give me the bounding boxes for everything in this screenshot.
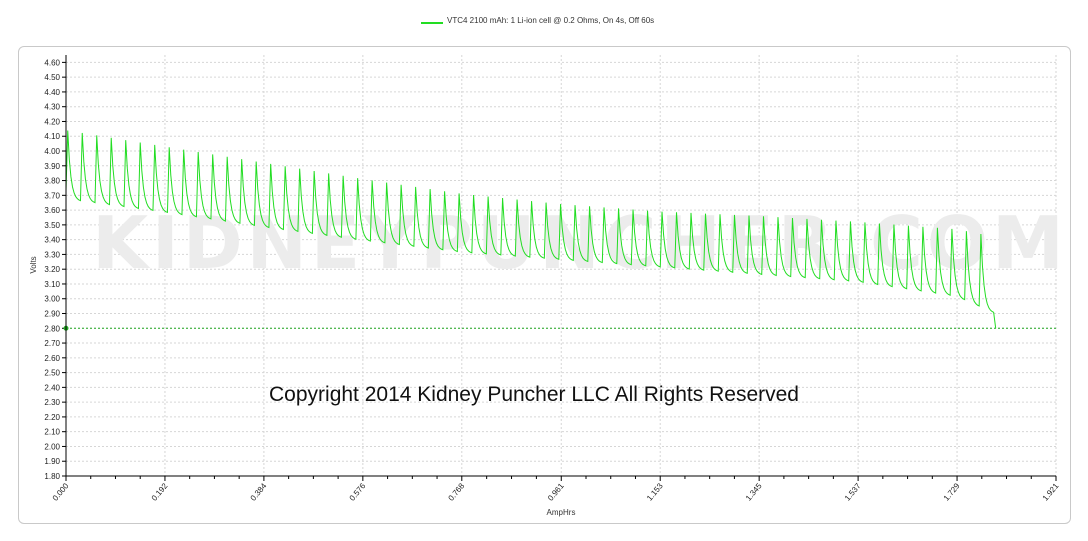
y-tick-label: 2.80 xyxy=(44,324,60,333)
legend-swatch xyxy=(421,22,443,24)
x-tick-label: 1.537 xyxy=(843,481,863,503)
y-tick-label: 3.50 xyxy=(44,221,60,230)
x-tick-label: 0.768 xyxy=(447,481,467,503)
y-tick-label: 2.90 xyxy=(44,310,60,319)
y-tick-label: 2.20 xyxy=(44,413,60,422)
y-tick-label: 1.80 xyxy=(44,472,60,481)
legend: VTC4 2100 mAh: 1 Li-ion cell @ 0.2 Ohms,… xyxy=(0,14,1088,32)
y-axis-ticks: 4.60 4.50 4.40 4.30 4.20 4.10 4.00 3.90 3.80 3.70… xyxy=(44,58,66,481)
x-tick-label: 0.576 xyxy=(348,481,368,503)
copyright-annotation: Copyright 2014 Kidney Puncher LLC All Ri… xyxy=(269,383,799,406)
x-tick-label: 1.153 xyxy=(645,481,665,503)
x-tick-label: 0.384 xyxy=(249,481,269,503)
y-tick-label: 3.80 xyxy=(44,177,60,186)
x-tick-label: 1.729 xyxy=(942,481,962,503)
y-tick-label: 3.10 xyxy=(44,280,60,289)
x-axis-ticks: 0.000 0.192 0.384 0.576 0.768 0.961 1.153 1.345… xyxy=(51,476,1061,503)
y-tick-label: 3.70 xyxy=(44,191,60,200)
x-tick-label: 1.345 xyxy=(744,481,764,503)
y-tick-label: 4.20 xyxy=(44,117,60,126)
y-tick-label: 4.00 xyxy=(44,147,60,156)
legend-label: VTC4 2100 mAh: 1 Li-ion cell @ 0.2 Ohms,… xyxy=(447,16,655,25)
y-tick-label: 3.60 xyxy=(44,206,60,215)
y-tick-label: 4.60 xyxy=(44,58,60,67)
x-tick-label: 0.961 xyxy=(546,481,566,503)
y-tick-label: 1.90 xyxy=(44,457,60,466)
y-tick-label: 3.20 xyxy=(44,265,60,274)
y-tick-label: 3.30 xyxy=(44,250,60,259)
y-axis-label: Volts xyxy=(29,256,38,273)
y-tick-label: 2.40 xyxy=(44,383,60,392)
x-tick-label: 0.192 xyxy=(150,481,170,503)
y-tick-label: 4.30 xyxy=(44,103,60,112)
chart-panel xyxy=(18,46,1071,524)
series-line-vtc4 xyxy=(65,130,997,329)
y-tick-label: 3.90 xyxy=(44,162,60,171)
y-tick-label: 2.10 xyxy=(44,428,60,437)
y-tick-label: 2.70 xyxy=(44,339,60,348)
y-tick-label: 2.00 xyxy=(44,442,60,451)
y-tick-label: 4.50 xyxy=(44,73,60,82)
y-tick-label: 3.00 xyxy=(44,295,60,304)
y-tick-label: 2.60 xyxy=(44,354,60,363)
y-tick-label: 2.50 xyxy=(44,369,60,378)
x-axis-label: AmpHrs xyxy=(547,508,576,517)
y-tick-label: 4.10 xyxy=(44,132,60,141)
y-tick-label: 4.40 xyxy=(44,88,60,97)
y-tick-label: 2.30 xyxy=(44,398,60,407)
x-tick-label: 0.000 xyxy=(51,481,71,503)
y-tick-label: 3.40 xyxy=(44,236,60,245)
x-tick-label: 1.921 xyxy=(1041,481,1061,503)
